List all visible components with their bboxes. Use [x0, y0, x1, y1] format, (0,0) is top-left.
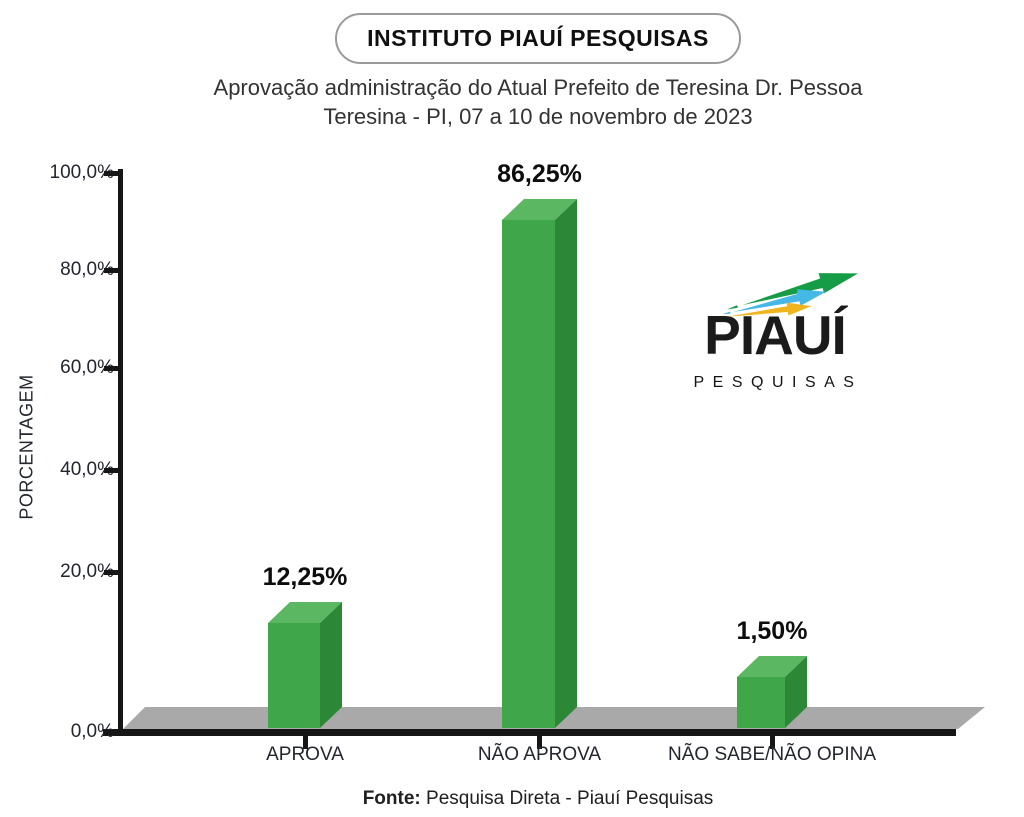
bar-side-face	[320, 602, 342, 728]
y-tick-label: 40,0%	[60, 459, 114, 480]
logo-subtitle: PESQUISAS	[693, 374, 863, 391]
category-label: APROVA	[266, 744, 344, 765]
bar-front-face	[502, 220, 555, 728]
bar-top-face	[502, 199, 577, 220]
bar-front-face	[268, 623, 320, 728]
logo-title: PIAUÍ	[704, 304, 847, 366]
y-tick-label: 60,0%	[60, 357, 114, 378]
chart-title: Aprovação administração do Atual Prefeit…	[54, 73, 1022, 131]
institute-banner-text: INSTITUTO PIAUÍ PESQUISAS	[367, 25, 709, 51]
institute-banner-pill: INSTITUTO PIAUÍ PESQUISAS	[335, 13, 741, 64]
y-tick-mark	[104, 366, 120, 371]
y-tick-label: 80,0%	[60, 259, 114, 280]
logo-arrows-icon	[722, 273, 859, 318]
source-note: Fonte: Pesquisa Direta - Piauí Pesquisas	[54, 788, 1022, 810]
bar-top-face	[737, 656, 807, 677]
bar-top-face	[268, 602, 342, 623]
category-label: NÃO APROVA	[477, 744, 602, 765]
x-tick-mark	[769, 736, 775, 749]
y-tick-mark	[104, 268, 120, 273]
bar-value-label: 1,50%	[736, 617, 808, 645]
x-tick-mark	[302, 736, 308, 749]
x-axis-line	[103, 729, 956, 736]
chart-title-line1: Aprovação administração do Atual Prefeit…	[213, 75, 863, 100]
bar-front-face	[737, 677, 785, 728]
y-tick-label: 100,0%	[49, 162, 114, 183]
y-tick-label: 0,0%	[70, 721, 114, 742]
y-tick-mark	[104, 171, 120, 176]
bar-value-label: 86,25%	[497, 160, 582, 188]
y-tick-label: 20,0%	[60, 561, 114, 582]
x-tick-mark	[537, 736, 542, 749]
source-text: Pesquisa Direta - Piauí Pesquisas	[420, 788, 714, 809]
category-label: NÃO SABE/NÃO OPINA	[668, 744, 876, 765]
piaui-pesquisas-logo: PIAUÍ PESQUISAS	[686, 258, 864, 398]
y-tick-mark	[104, 570, 120, 575]
y-tick-mark	[104, 468, 120, 473]
bar-value-label: 12,25%	[262, 563, 348, 591]
bar-side-face	[555, 199, 577, 728]
source-label: Fonte:	[362, 788, 421, 809]
y-tick-mark	[104, 730, 120, 735]
y-axis-title: PORCENTAGEM	[16, 374, 37, 520]
bar-side-face	[785, 656, 807, 728]
institute-banner: INSTITUTO PIAUÍ PESQUISAS	[54, 13, 1022, 64]
chart-title-line2: Teresina - PI, 07 a 10 de novembro de 20…	[323, 104, 753, 129]
y-axis-line	[118, 169, 123, 736]
